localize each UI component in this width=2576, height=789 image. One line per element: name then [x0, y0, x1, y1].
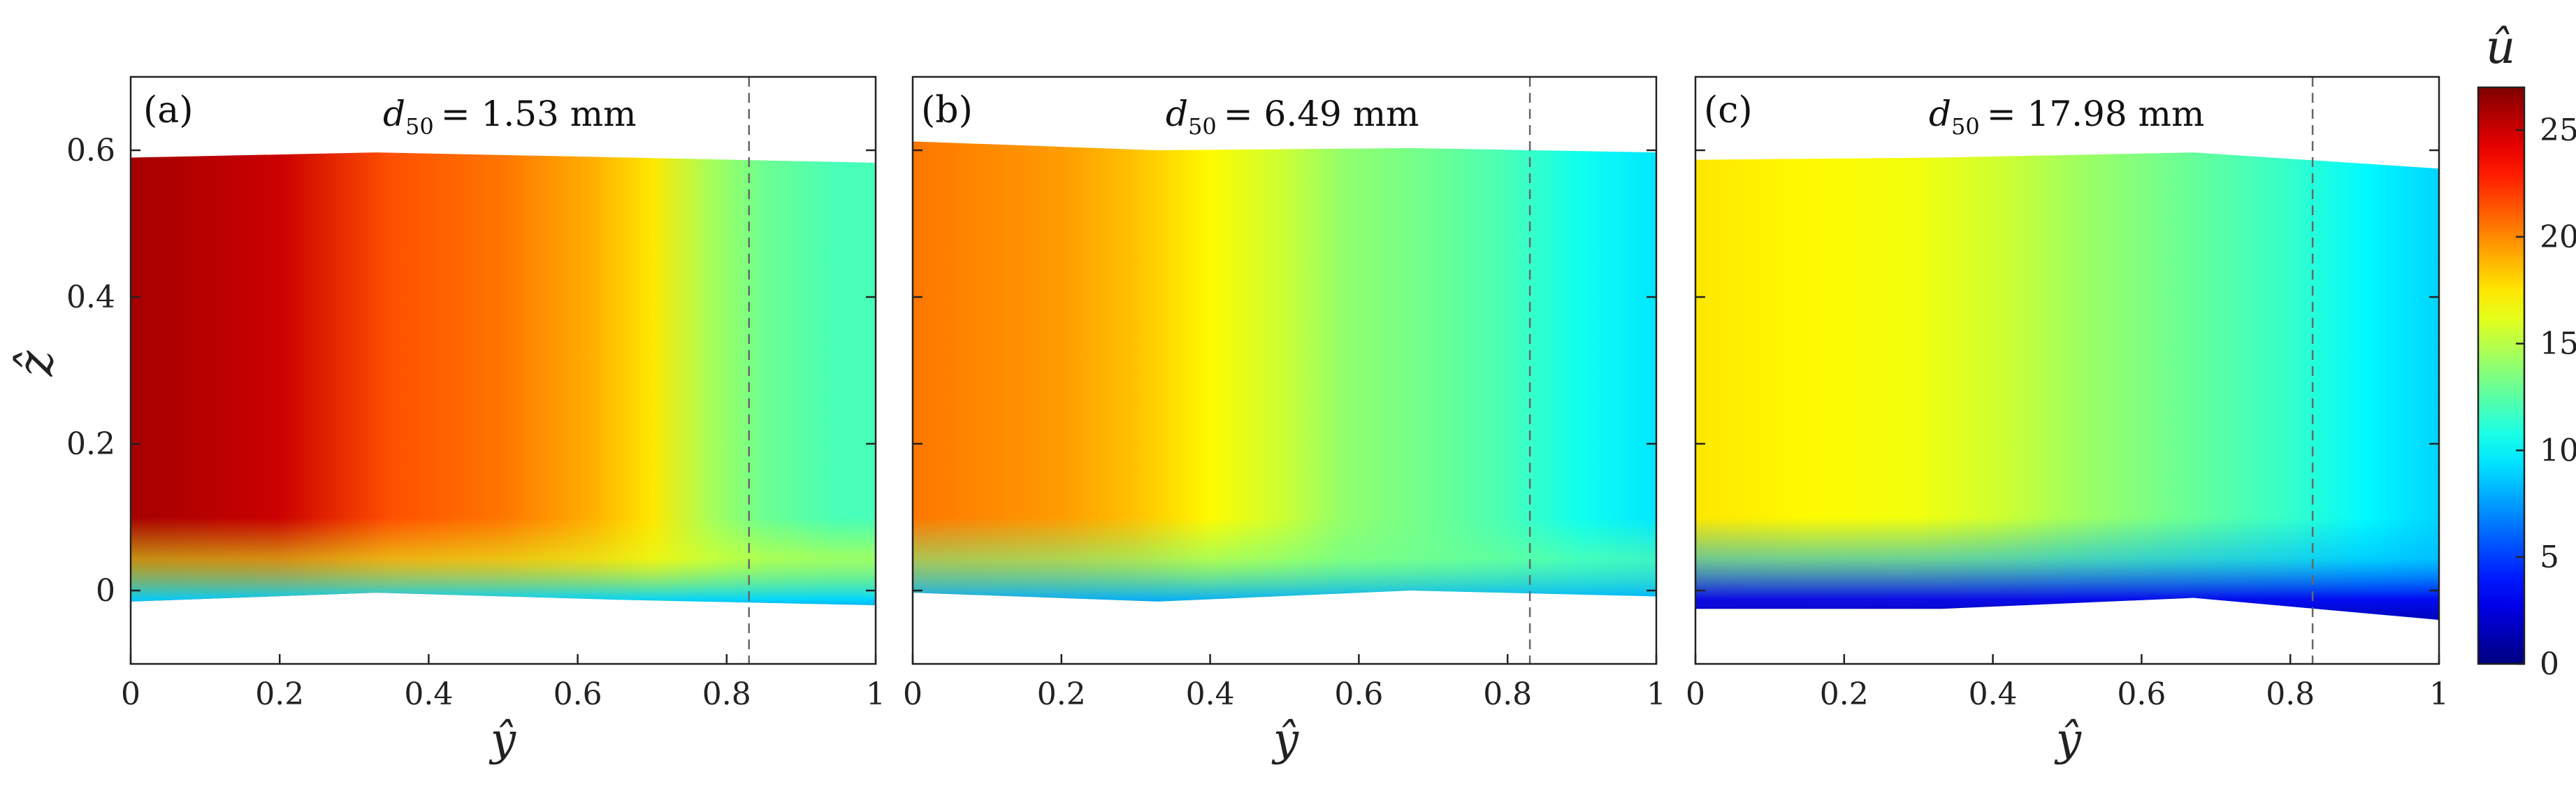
d50-subscript-c: 50: [1951, 113, 1980, 140]
y-tick-label: 0: [96, 573, 115, 609]
x-tick-label: 0.6: [2117, 676, 2166, 712]
axis-ticks-a: 0 0.2 0.4 0.6 0.8 1 0 0.2 0.4 0.6: [66, 133, 885, 712]
x-tick-label: 0.6: [553, 676, 602, 712]
colorbar-tick-label: 5: [2540, 540, 2559, 575]
velocity-field: [1695, 152, 2439, 620]
x-axis-label-c: ŷ: [2054, 714, 2082, 766]
x-tick-label: 0.2: [255, 676, 304, 712]
colorbar-tick-label: 25: [2540, 113, 2576, 148]
x-tick-label: 0.2: [1820, 676, 1869, 712]
x-tick-label: 0.4: [1969, 676, 2018, 712]
y-tick-label: 0.4: [66, 280, 115, 315]
x-tick-label: 0.4: [1186, 676, 1235, 712]
axis-ticks-b: 0 0.2 0.4 0.6 0.8 1: [903, 149, 1666, 712]
velocity-field: [131, 152, 876, 605]
d50-annotation-c: d50 = 17.98 mm: [1929, 94, 2204, 140]
x-tick-label: 0: [121, 676, 140, 712]
axis-ticks-c: 0 0.2 0.4 0.6 0.8 1: [1686, 149, 2449, 712]
x-tick-label: 0.4: [404, 676, 453, 712]
near-bed-layer: [131, 517, 876, 605]
y-axis-label: ẑ: [7, 349, 64, 377]
panel-label-c: (c): [1704, 89, 1753, 131]
panel-c: 0 0.2 0.4 0.6 0.8 1 (c) d50 = 17.98 mm ŷ: [1686, 75, 2449, 766]
panel-label-b: (b): [921, 89, 973, 131]
near-bed-layer: [1695, 517, 2439, 620]
colorbar-tick-label: 20: [2540, 219, 2576, 255]
colorbar-gradient: [2477, 86, 2526, 665]
axes-frame: [911, 75, 1658, 665]
colorbar-tick-label: 10: [2540, 433, 2576, 468]
colorbar-ticks: 0 5 10 15 20 25: [2516, 113, 2576, 682]
y-tick-label: 0.2: [66, 426, 115, 462]
x-axis-label-a: ŷ: [489, 714, 516, 766]
plot-area-b: [911, 75, 1658, 665]
x-tick-label: 0.8: [702, 676, 751, 712]
x-tick-label: 0: [1686, 676, 1705, 712]
plot-area-a: [129, 75, 877, 665]
d50-value-c: = 17.98 mm: [1987, 94, 2205, 134]
x-tick-label: 1: [1647, 676, 1666, 712]
axes-frame: [129, 75, 877, 665]
x-tick-label: 1: [866, 676, 885, 712]
x-tick-label: 0.2: [1037, 676, 1086, 712]
colorbar-tick-label: 15: [2540, 326, 2576, 362]
velocity-field: [913, 141, 1656, 602]
d50-annotation-a: d50 = 1.53 mm: [383, 94, 637, 140]
d50-value-b: = 6.49 mm: [1224, 94, 1419, 134]
x-tick-label: 0: [903, 676, 922, 712]
axes-frame: [1694, 75, 2440, 665]
panel-b: 0 0.2 0.4 0.6 0.8 1 (b) d50 = 6.49 mm ŷ: [903, 75, 1666, 766]
d50-annotation-b: d50 = 6.49 mm: [1166, 94, 1419, 140]
d50-symbol-a: d: [383, 94, 405, 134]
near-bed-layer: [913, 517, 1656, 602]
d50-symbol-c: d: [1929, 94, 1951, 134]
panel-label-a: (a): [143, 89, 194, 131]
x-axis-label-b: ŷ: [1271, 714, 1299, 766]
x-tick-label: 0.8: [2266, 676, 2315, 712]
d50-subscript-b: 50: [1188, 113, 1217, 140]
d50-symbol-b: d: [1166, 94, 1188, 134]
colorbar: 0 5 10 15 20 25 û: [2477, 20, 2576, 682]
plot-area-c: [1694, 75, 2440, 665]
colorbar-tick-label: 0: [2540, 646, 2559, 682]
d50-value-a: = 1.53 mm: [441, 94, 637, 134]
x-tick-label: 0.6: [1334, 676, 1383, 712]
y-tick-label: 0.6: [66, 133, 115, 168]
d50-subscript-a: 50: [405, 113, 434, 140]
colorbar-label: û: [2486, 20, 2516, 74]
x-tick-label: 0.8: [1483, 676, 1532, 712]
panel-a: 0 0.2 0.4 0.6 0.8 1 0 0.2 0.4 0.6 (a) d50 = 1.53 m…: [66, 75, 885, 766]
x-tick-label: 1: [2429, 676, 2449, 712]
